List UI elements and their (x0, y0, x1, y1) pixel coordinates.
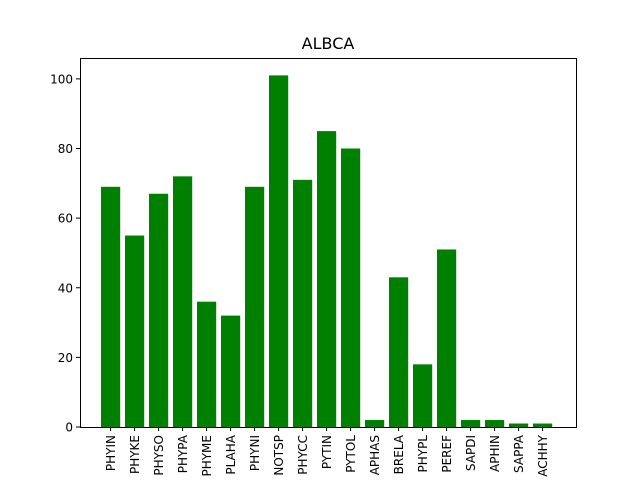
x-tick-label: APHIN (488, 435, 502, 472)
y-tick-label: 20 (58, 351, 73, 365)
bar-peref (437, 249, 457, 427)
bar-phypl (413, 364, 433, 427)
bar-pytol (341, 148, 361, 427)
bar-phyke (125, 235, 145, 427)
bars-group (101, 75, 553, 428)
plot-frame (80, 58, 577, 428)
x-tick-label: APHAS (368, 435, 382, 475)
x-tick-label: PHYIN (104, 435, 118, 471)
x-tick-label: PHYNI (248, 435, 262, 471)
bar-aphin (485, 420, 505, 427)
bar-sapdi (461, 420, 481, 427)
x-tick-label: PYTIN (320, 435, 334, 469)
bar-plaha (221, 315, 241, 427)
bar-phyni (245, 186, 265, 427)
x-tick-label: PHYKE (128, 435, 142, 474)
x-tick-label: BRELA (392, 434, 406, 474)
y-tick-label: 60 (58, 212, 73, 226)
x-tick-label: PHYPL (416, 435, 430, 473)
x-tick-label: PYTOL (344, 435, 358, 473)
x-tick-label: SAPDI (464, 435, 478, 471)
x-tick-label: SAPPA (512, 434, 526, 473)
x-tick-label: ACHHY (536, 434, 550, 476)
chart-title: ALBCA (302, 34, 355, 53)
bar-achhy (533, 423, 553, 427)
x-tick-label: PHYCC (296, 435, 310, 475)
bar-notsp (269, 75, 289, 427)
y-tick-label: 0 (65, 421, 73, 435)
bar-phyme (197, 301, 217, 427)
x-tick-label: PHYSO (152, 435, 166, 476)
bar-phycc (293, 179, 313, 427)
x-tick-label: NOTSP (272, 435, 286, 476)
x-axis: PHYIN PHYKE PHYSO PHYPA PHYME PLAHA PHYNI NOTSP… (104, 427, 550, 477)
bar-physo (149, 193, 169, 427)
bar-pytin (317, 131, 337, 428)
x-tick-label: PHYME (200, 435, 214, 477)
y-tick-label: 40 (58, 281, 73, 295)
bar-aphas (365, 420, 385, 427)
x-tick-label: PLAHA (224, 434, 238, 474)
bar-phyin (101, 186, 121, 427)
y-tick-label: 100 (50, 72, 73, 86)
y-tick-label: 80 (58, 142, 73, 156)
x-tick-label: PEREF (440, 435, 454, 473)
bar-brela (389, 277, 409, 427)
x-tick-label: PHYPA (176, 434, 190, 473)
bar-phypa (173, 176, 193, 427)
bar-sappa (509, 423, 529, 427)
y-axis: 0 20 40 60 80 100 (50, 72, 80, 435)
